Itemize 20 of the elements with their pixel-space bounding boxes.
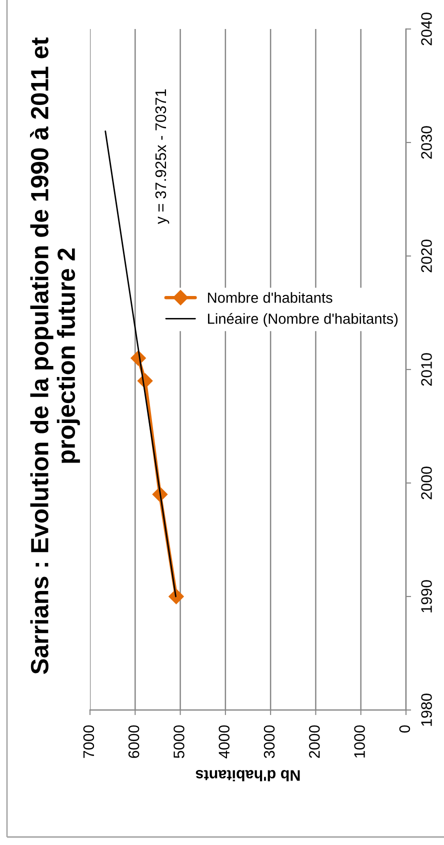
y-tick-label: 2010 xyxy=(421,353,432,386)
x-tick-label: 3000 xyxy=(264,725,275,758)
x-axis-title: Nb d'habitants xyxy=(196,770,300,782)
y-tick-label: 2020 xyxy=(421,240,432,272)
x-tick-label: 4000 xyxy=(218,725,230,758)
x-tick-label: 6000 xyxy=(128,725,140,758)
y-tick-label: 1980 xyxy=(421,694,432,726)
y-tick-label: 2030 xyxy=(421,126,432,159)
y-tick-label: 2040 xyxy=(421,12,432,46)
x-tick-label: 1000 xyxy=(354,725,365,758)
x-tick-label: 7000 xyxy=(83,725,94,758)
text: Sarrians : Evolution de la population de 1990 à 2011 et projection future 2 xyxy=(30,38,80,674)
x-tick-label: 2000 xyxy=(308,725,320,758)
x-tick-label: 0 xyxy=(399,725,410,733)
y-tick-label: 2000 xyxy=(421,466,432,500)
x-tick-label: 5000 xyxy=(174,725,184,758)
annotation: y = 37.925x - 70371 xyxy=(155,89,170,224)
legend-label: Nombre d'habitants xyxy=(208,292,332,303)
y-tick-label: 1990 xyxy=(421,580,432,612)
legend-label: Linéaire (Nombre d'habitants) xyxy=(208,313,398,327)
